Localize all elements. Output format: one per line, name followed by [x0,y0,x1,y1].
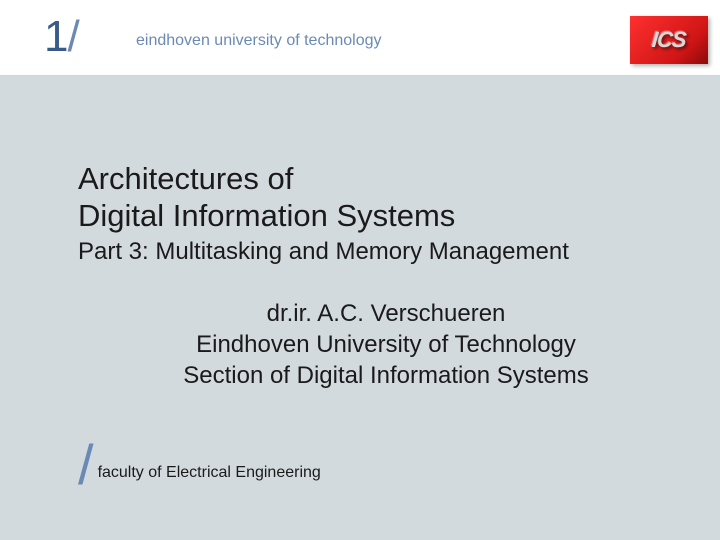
title-line-2: Digital Information Systems [78,197,720,234]
slide-number: 1 [44,12,67,61]
faculty-name: faculty of Electrical Engineering [98,464,321,484]
title-block: Architectures of Digital Information Sys… [78,160,720,268]
footer-block: / faculty of Electrical Engineering [78,445,321,484]
author-block: dr.ir. A.C. Verschueren Eindhoven Univer… [166,298,606,392]
slide-number-slash: / [67,12,78,61]
author-line-1: dr.ir. A.C. Verschueren [166,298,606,329]
slide-content: Architectures of Digital Information Sys… [0,76,720,540]
ics-logo: ICS [630,16,708,64]
author-line-3: Section of Digital Information Systems [166,360,606,391]
footer-slash: / [78,445,94,484]
university-name: eindhoven university of technology [136,32,382,50]
subtitle: Part 3: Multitasking and Memory Manageme… [78,236,720,267]
slide-number-block: 1/ [44,12,79,62]
slide-header: 1/ eindhoven university of technology IC… [0,0,720,76]
title-line-1: Architectures of [78,160,720,197]
author-line-2: Eindhoven University of Technology [166,329,606,360]
logo-text: ICS [651,27,687,53]
